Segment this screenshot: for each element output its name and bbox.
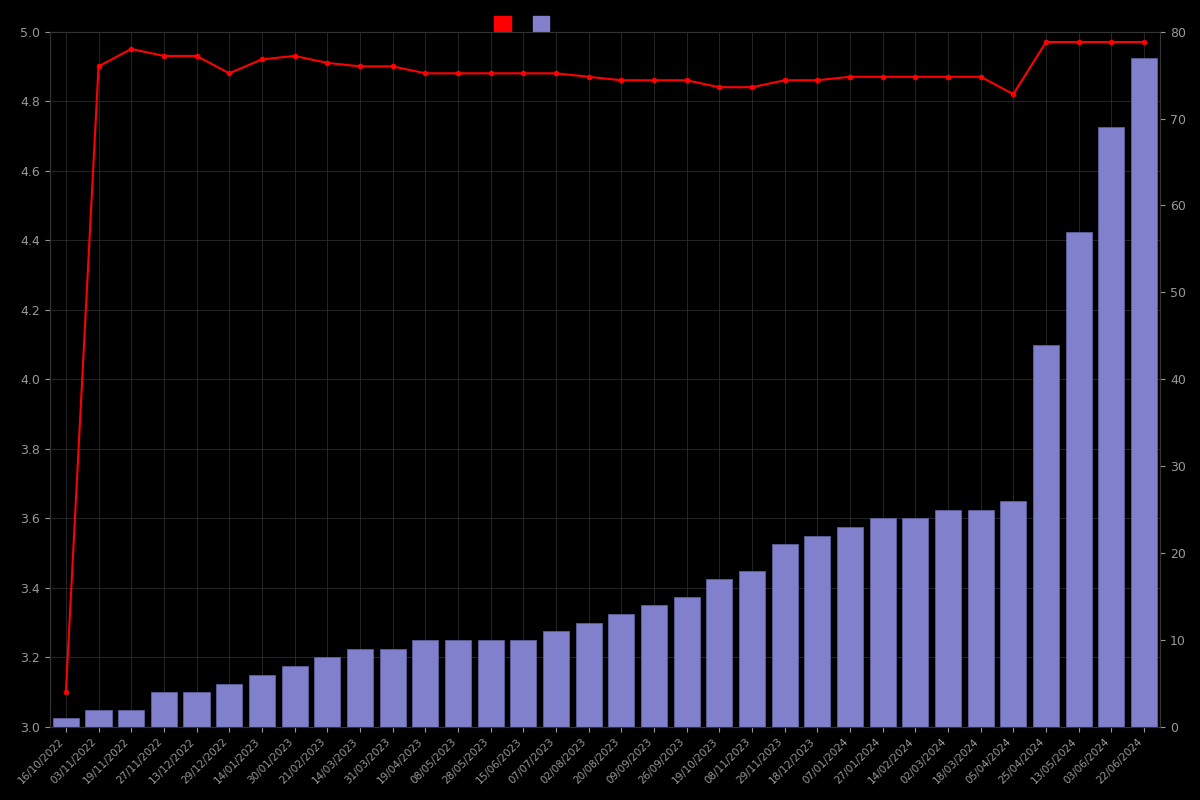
Bar <box>510 640 536 727</box>
Legend: , : , <box>488 10 566 37</box>
Bar <box>608 614 635 727</box>
Bar <box>282 666 307 727</box>
Bar <box>151 692 176 727</box>
Bar <box>412 640 438 727</box>
Bar <box>935 510 961 727</box>
Bar <box>673 597 700 727</box>
Bar <box>379 649 406 727</box>
Bar <box>248 675 275 727</box>
Bar <box>836 527 863 727</box>
Bar <box>641 606 667 727</box>
Bar <box>870 518 895 727</box>
Bar <box>1066 231 1092 727</box>
Bar <box>478 640 504 727</box>
Bar <box>707 579 732 727</box>
Bar <box>445 640 472 727</box>
Bar <box>902 518 929 727</box>
Bar <box>1130 58 1157 727</box>
Bar <box>314 658 341 727</box>
Bar <box>1001 501 1026 727</box>
Bar <box>804 536 830 727</box>
Bar <box>576 622 601 727</box>
Bar <box>542 631 569 727</box>
Bar <box>184 692 210 727</box>
Bar <box>1098 127 1124 727</box>
Bar <box>216 683 242 727</box>
Bar <box>967 510 994 727</box>
Bar <box>85 710 112 727</box>
Bar <box>53 718 79 727</box>
Bar <box>347 649 373 727</box>
Bar <box>118 710 144 727</box>
Bar <box>772 545 798 727</box>
Bar <box>1033 345 1060 727</box>
Bar <box>739 570 766 727</box>
